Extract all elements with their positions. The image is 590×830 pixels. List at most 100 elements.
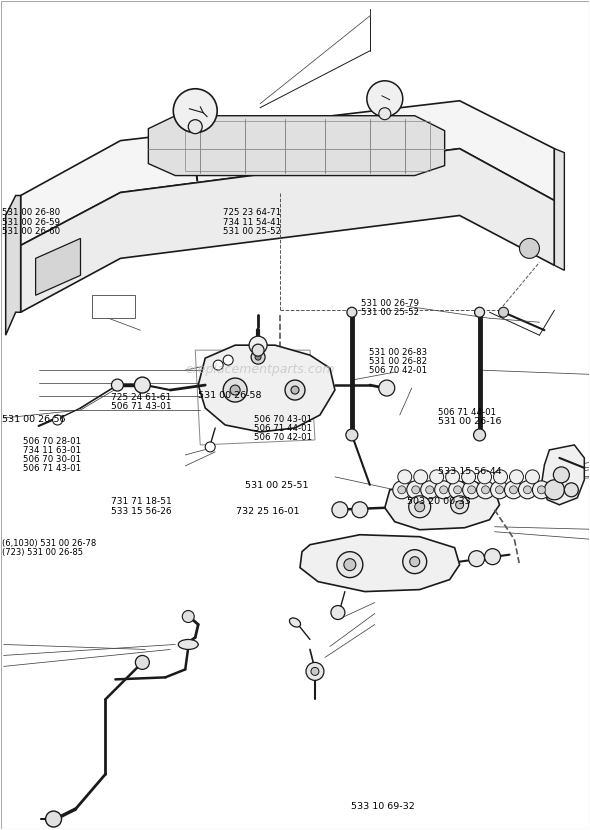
Text: 531 00 26-58: 531 00 26-58 [198,392,261,400]
Circle shape [311,667,319,676]
Circle shape [255,354,261,360]
Circle shape [205,442,215,452]
Text: (6,1030) 531 00 26-78: (6,1030) 531 00 26-78 [2,539,97,548]
Circle shape [407,481,425,499]
Circle shape [398,486,406,494]
Circle shape [306,662,324,681]
Circle shape [440,486,448,494]
Circle shape [409,496,431,518]
Circle shape [481,486,490,494]
Text: 533 15 56-26: 533 15 56-26 [112,506,172,515]
Circle shape [537,486,545,494]
Circle shape [344,559,356,571]
Circle shape [553,467,569,483]
Circle shape [249,336,267,354]
Circle shape [504,481,523,499]
Circle shape [545,480,565,500]
Circle shape [532,481,550,499]
Text: 503 20 00-33: 503 20 00-33 [407,496,471,505]
Circle shape [252,344,264,356]
Circle shape [477,481,494,499]
Text: 506 71 44-01: 506 71 44-01 [438,408,496,417]
Circle shape [346,429,358,441]
Circle shape [474,429,486,441]
Text: 531 00 25-51: 531 00 25-51 [245,481,309,490]
Text: (723) 531 00 26-85: (723) 531 00 26-85 [2,548,83,557]
Text: 533 10 69-32: 533 10 69-32 [351,802,415,811]
Circle shape [403,549,427,574]
Circle shape [565,483,578,497]
Text: 531 00 25-52: 531 00 25-52 [223,227,281,236]
Text: 731 71 18-51: 731 71 18-51 [112,497,172,506]
Circle shape [445,470,460,484]
Text: 506 71 43-01: 506 71 43-01 [23,464,81,473]
Circle shape [135,377,150,393]
Circle shape [331,606,345,619]
Circle shape [188,120,202,134]
Polygon shape [385,482,500,530]
Text: 531 00 26-82: 531 00 26-82 [369,357,427,366]
Circle shape [523,486,532,494]
Text: 533 15 56-44: 533 15 56-44 [438,466,501,476]
Text: 506 70 42-01: 506 70 42-01 [369,366,427,375]
Circle shape [468,486,476,494]
Text: 531 00 26-56: 531 00 26-56 [2,415,66,423]
Text: 531 00 25-52: 531 00 25-52 [361,308,419,317]
Circle shape [426,486,434,494]
Circle shape [448,481,467,499]
Circle shape [285,380,305,400]
Circle shape [230,385,240,395]
Polygon shape [555,149,565,271]
Text: 506 70 43-01: 506 70 43-01 [254,415,312,423]
Polygon shape [21,100,555,246]
Text: 531 00 26-80: 531 00 26-80 [2,208,61,217]
Circle shape [379,380,395,396]
Circle shape [135,656,149,670]
Text: 506 70 28-01: 506 70 28-01 [23,437,81,446]
Text: 732 25 16-01: 732 25 16-01 [236,507,300,516]
Text: 734 11 63-01: 734 11 63-01 [23,446,81,455]
Circle shape [213,360,223,370]
Circle shape [455,500,464,509]
Circle shape [414,470,428,484]
Circle shape [435,481,453,499]
Circle shape [415,502,425,512]
Circle shape [468,550,484,567]
Circle shape [45,811,61,827]
Circle shape [430,470,444,484]
Text: 506 71 43-01: 506 71 43-01 [112,403,172,411]
Circle shape [291,386,299,394]
Circle shape [461,470,476,484]
Text: 506 70 42-01: 506 70 42-01 [254,433,312,442]
Circle shape [223,378,247,402]
Polygon shape [542,445,584,505]
Circle shape [409,557,419,567]
Polygon shape [21,149,555,312]
Polygon shape [6,196,21,335]
Polygon shape [300,535,460,592]
Text: 725 24 61-61: 725 24 61-61 [112,393,172,402]
Circle shape [112,379,123,391]
Circle shape [493,470,507,484]
Text: 506 71 44-01: 506 71 44-01 [254,424,312,432]
Text: 506 70 30-01: 506 70 30-01 [23,455,81,464]
Circle shape [367,81,403,117]
Ellipse shape [290,618,300,627]
Text: 734 11 54-41: 734 11 54-41 [223,217,281,227]
Circle shape [454,486,461,494]
Circle shape [332,502,348,518]
Polygon shape [198,345,335,432]
Text: 531 00 26-59: 531 00 26-59 [2,217,60,227]
Circle shape [451,496,468,514]
Text: 531 00 26-60: 531 00 26-60 [2,227,61,236]
Circle shape [412,486,419,494]
Text: 531 00 26-79: 531 00 26-79 [361,299,419,308]
Polygon shape [93,295,135,318]
Circle shape [510,470,523,484]
Circle shape [499,307,509,317]
Circle shape [182,611,194,622]
Circle shape [484,549,500,564]
Circle shape [519,481,536,499]
Circle shape [173,89,217,133]
Polygon shape [148,115,445,176]
